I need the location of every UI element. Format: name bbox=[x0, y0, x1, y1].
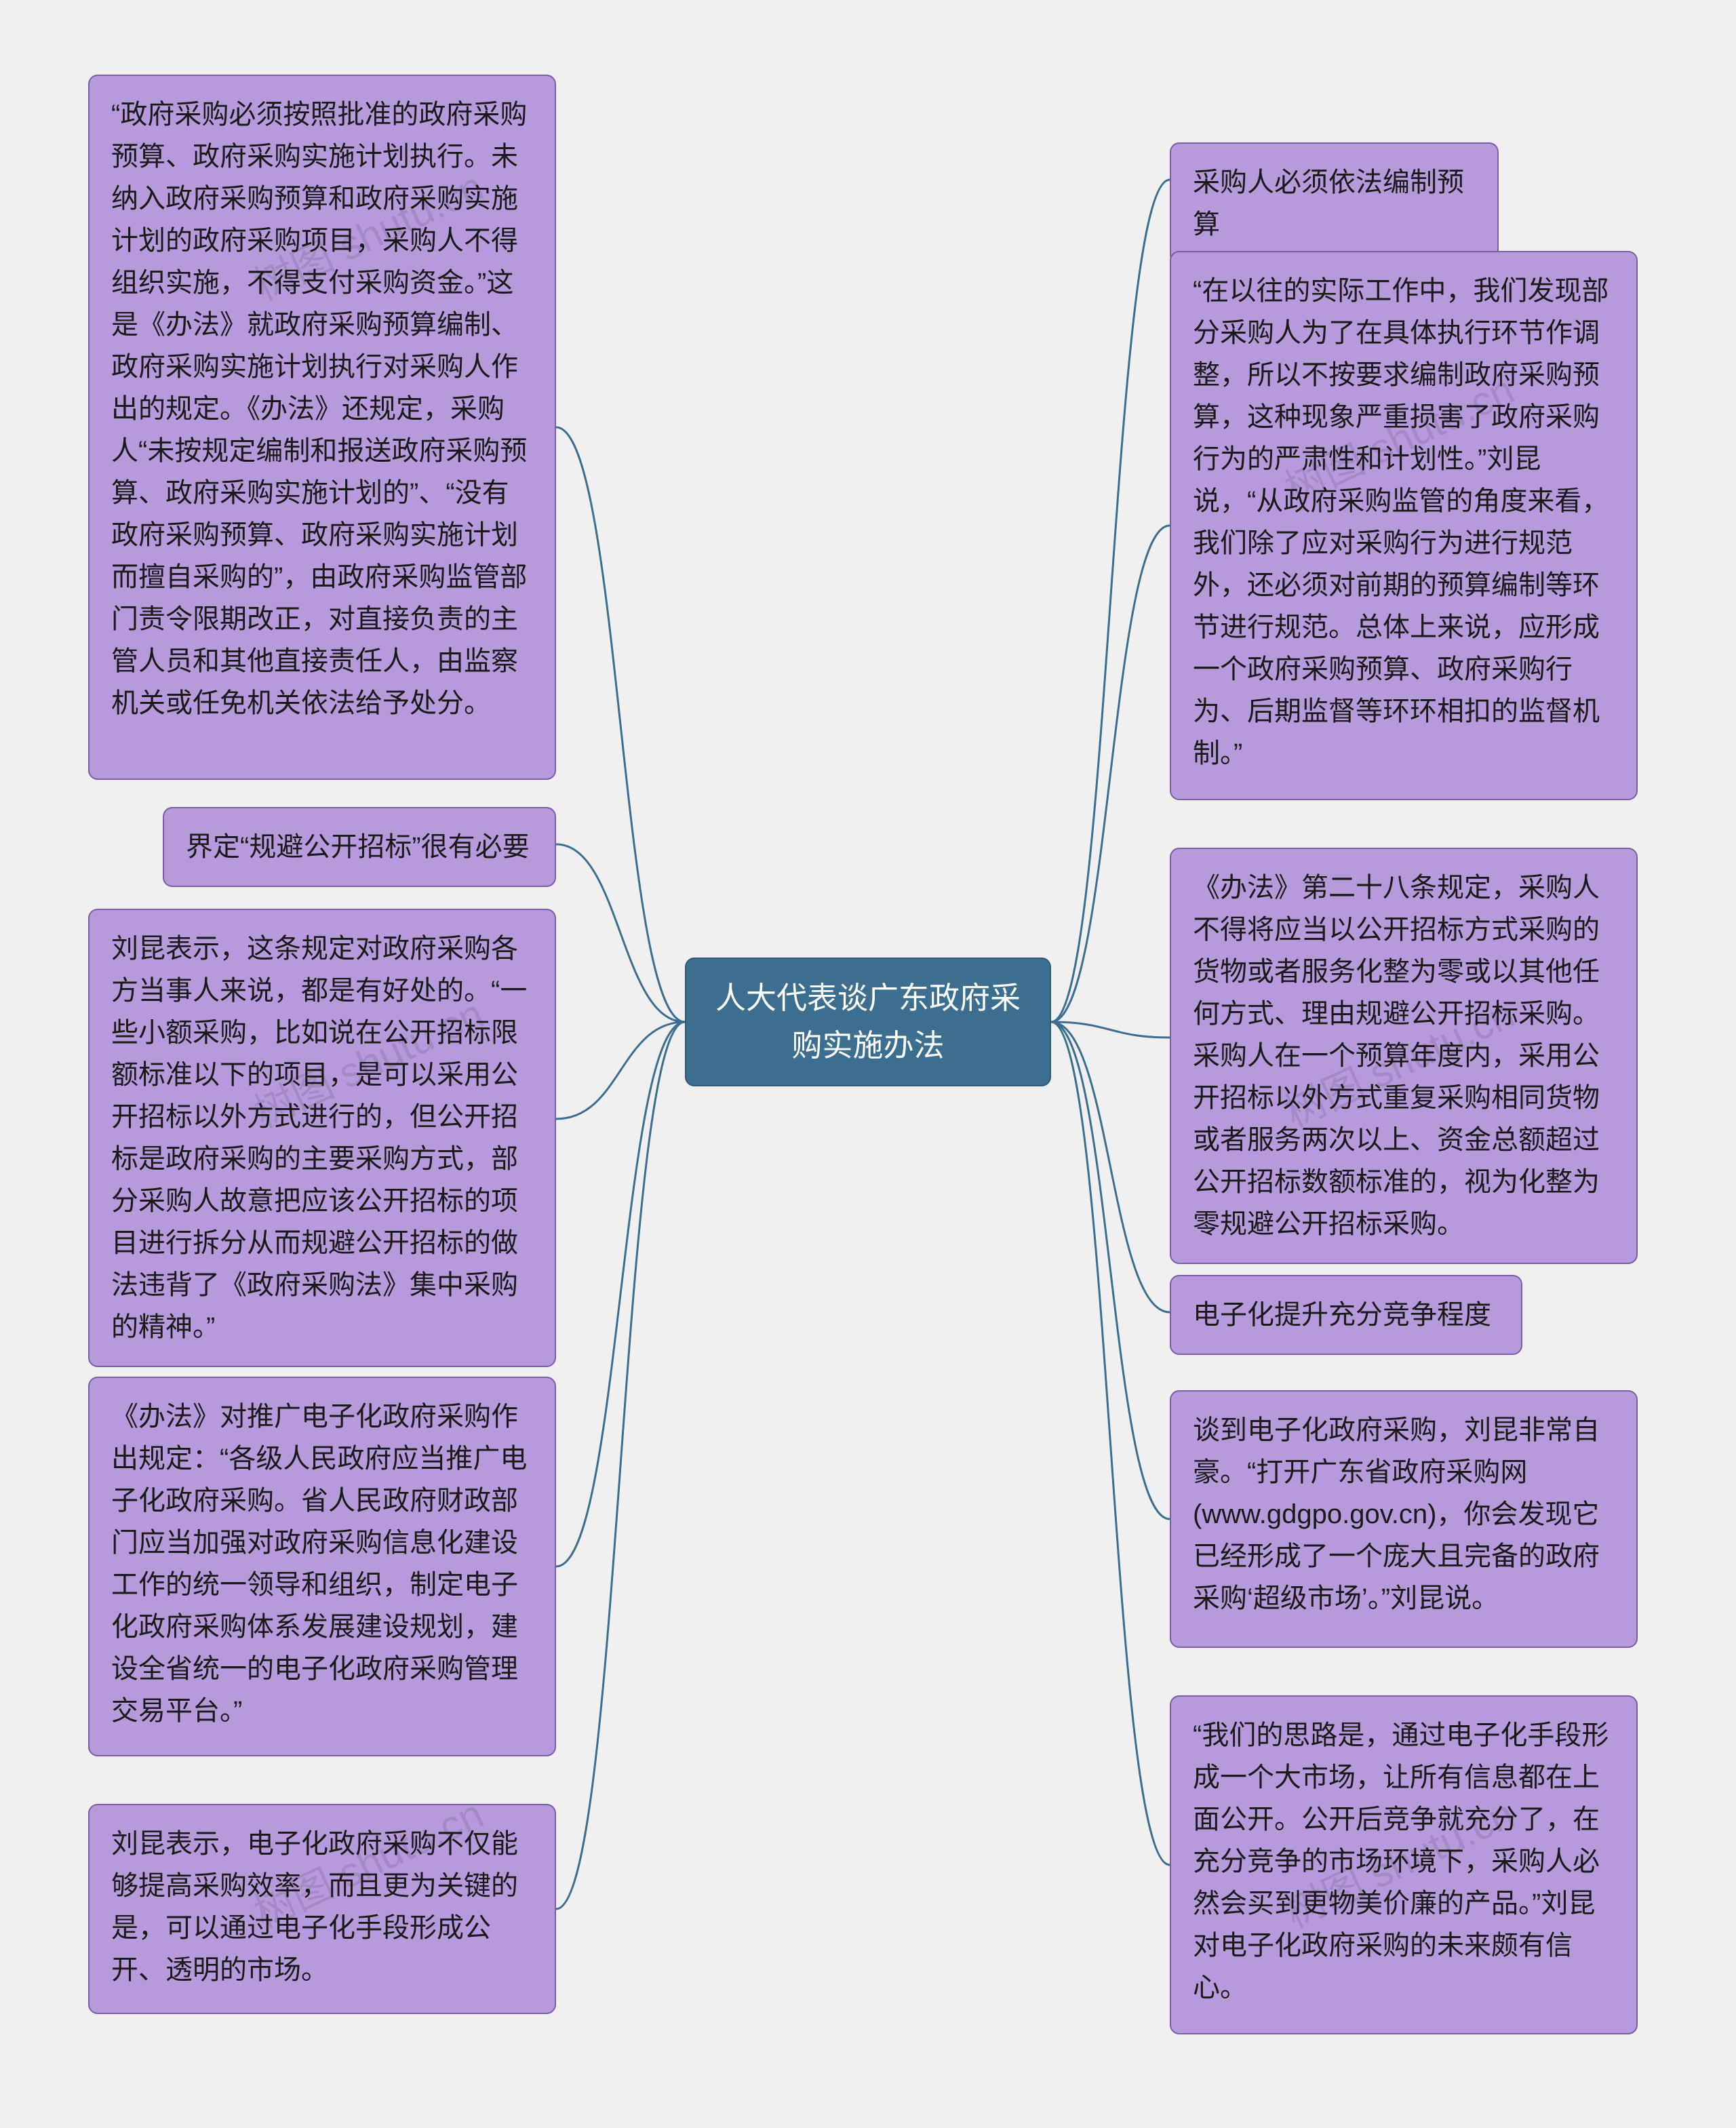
mindmap-canvas: 人大代表谈广东政府采购实施办法 “政府采购必须按照批准的政府采购预算、政府采购实… bbox=[0, 0, 1736, 2128]
left-node-2[interactable]: 界定“规避公开招标”很有必要 bbox=[163, 807, 556, 887]
right-node-1[interactable]: 采购人必须依法编制预算 bbox=[1170, 142, 1499, 264]
left-node-1[interactable]: “政府采购必须按照批准的政府采购预算、政府采购实施计划执行。未纳入政府采购预算和… bbox=[88, 75, 556, 780]
right-node-4[interactable]: 电子化提升充分竞争程度 bbox=[1170, 1275, 1522, 1355]
right-node-6[interactable]: “我们的思路是，通过电子化手段形成一个大市场，让所有信息都在上面公开。公开后竞争… bbox=[1170, 1695, 1638, 2034]
left-node-3[interactable]: 刘昆表示，这条规定对政府采购各方当事人来说，都是有好处的。“一些小额采购，比如说… bbox=[88, 909, 556, 1367]
left-node-4[interactable]: 《办法》对推广电子化政府采购作出规定：“各级人民政府应当推广电子化政府采购。省人… bbox=[88, 1377, 556, 1756]
right-node-3[interactable]: 《办法》第二十八条规定，采购人不得将应当以公开招标方式采购的货物或者服务化整为零… bbox=[1170, 848, 1638, 1264]
root-node[interactable]: 人大代表谈广东政府采购实施办法 bbox=[685, 958, 1051, 1086]
right-node-5[interactable]: 谈到电子化政府采购，刘昆非常自豪。“打开广东省政府采购网(www.gdgpo.g… bbox=[1170, 1390, 1638, 1648]
right-node-2[interactable]: “在以往的实际工作中，我们发现部分采购人为了在具体执行环节作调整，所以不按要求编… bbox=[1170, 251, 1638, 800]
left-node-5[interactable]: 刘昆表示，电子化政府采购不仅能够提高采购效率，而且更为关键的是，可以通过电子化手… bbox=[88, 1804, 556, 2014]
